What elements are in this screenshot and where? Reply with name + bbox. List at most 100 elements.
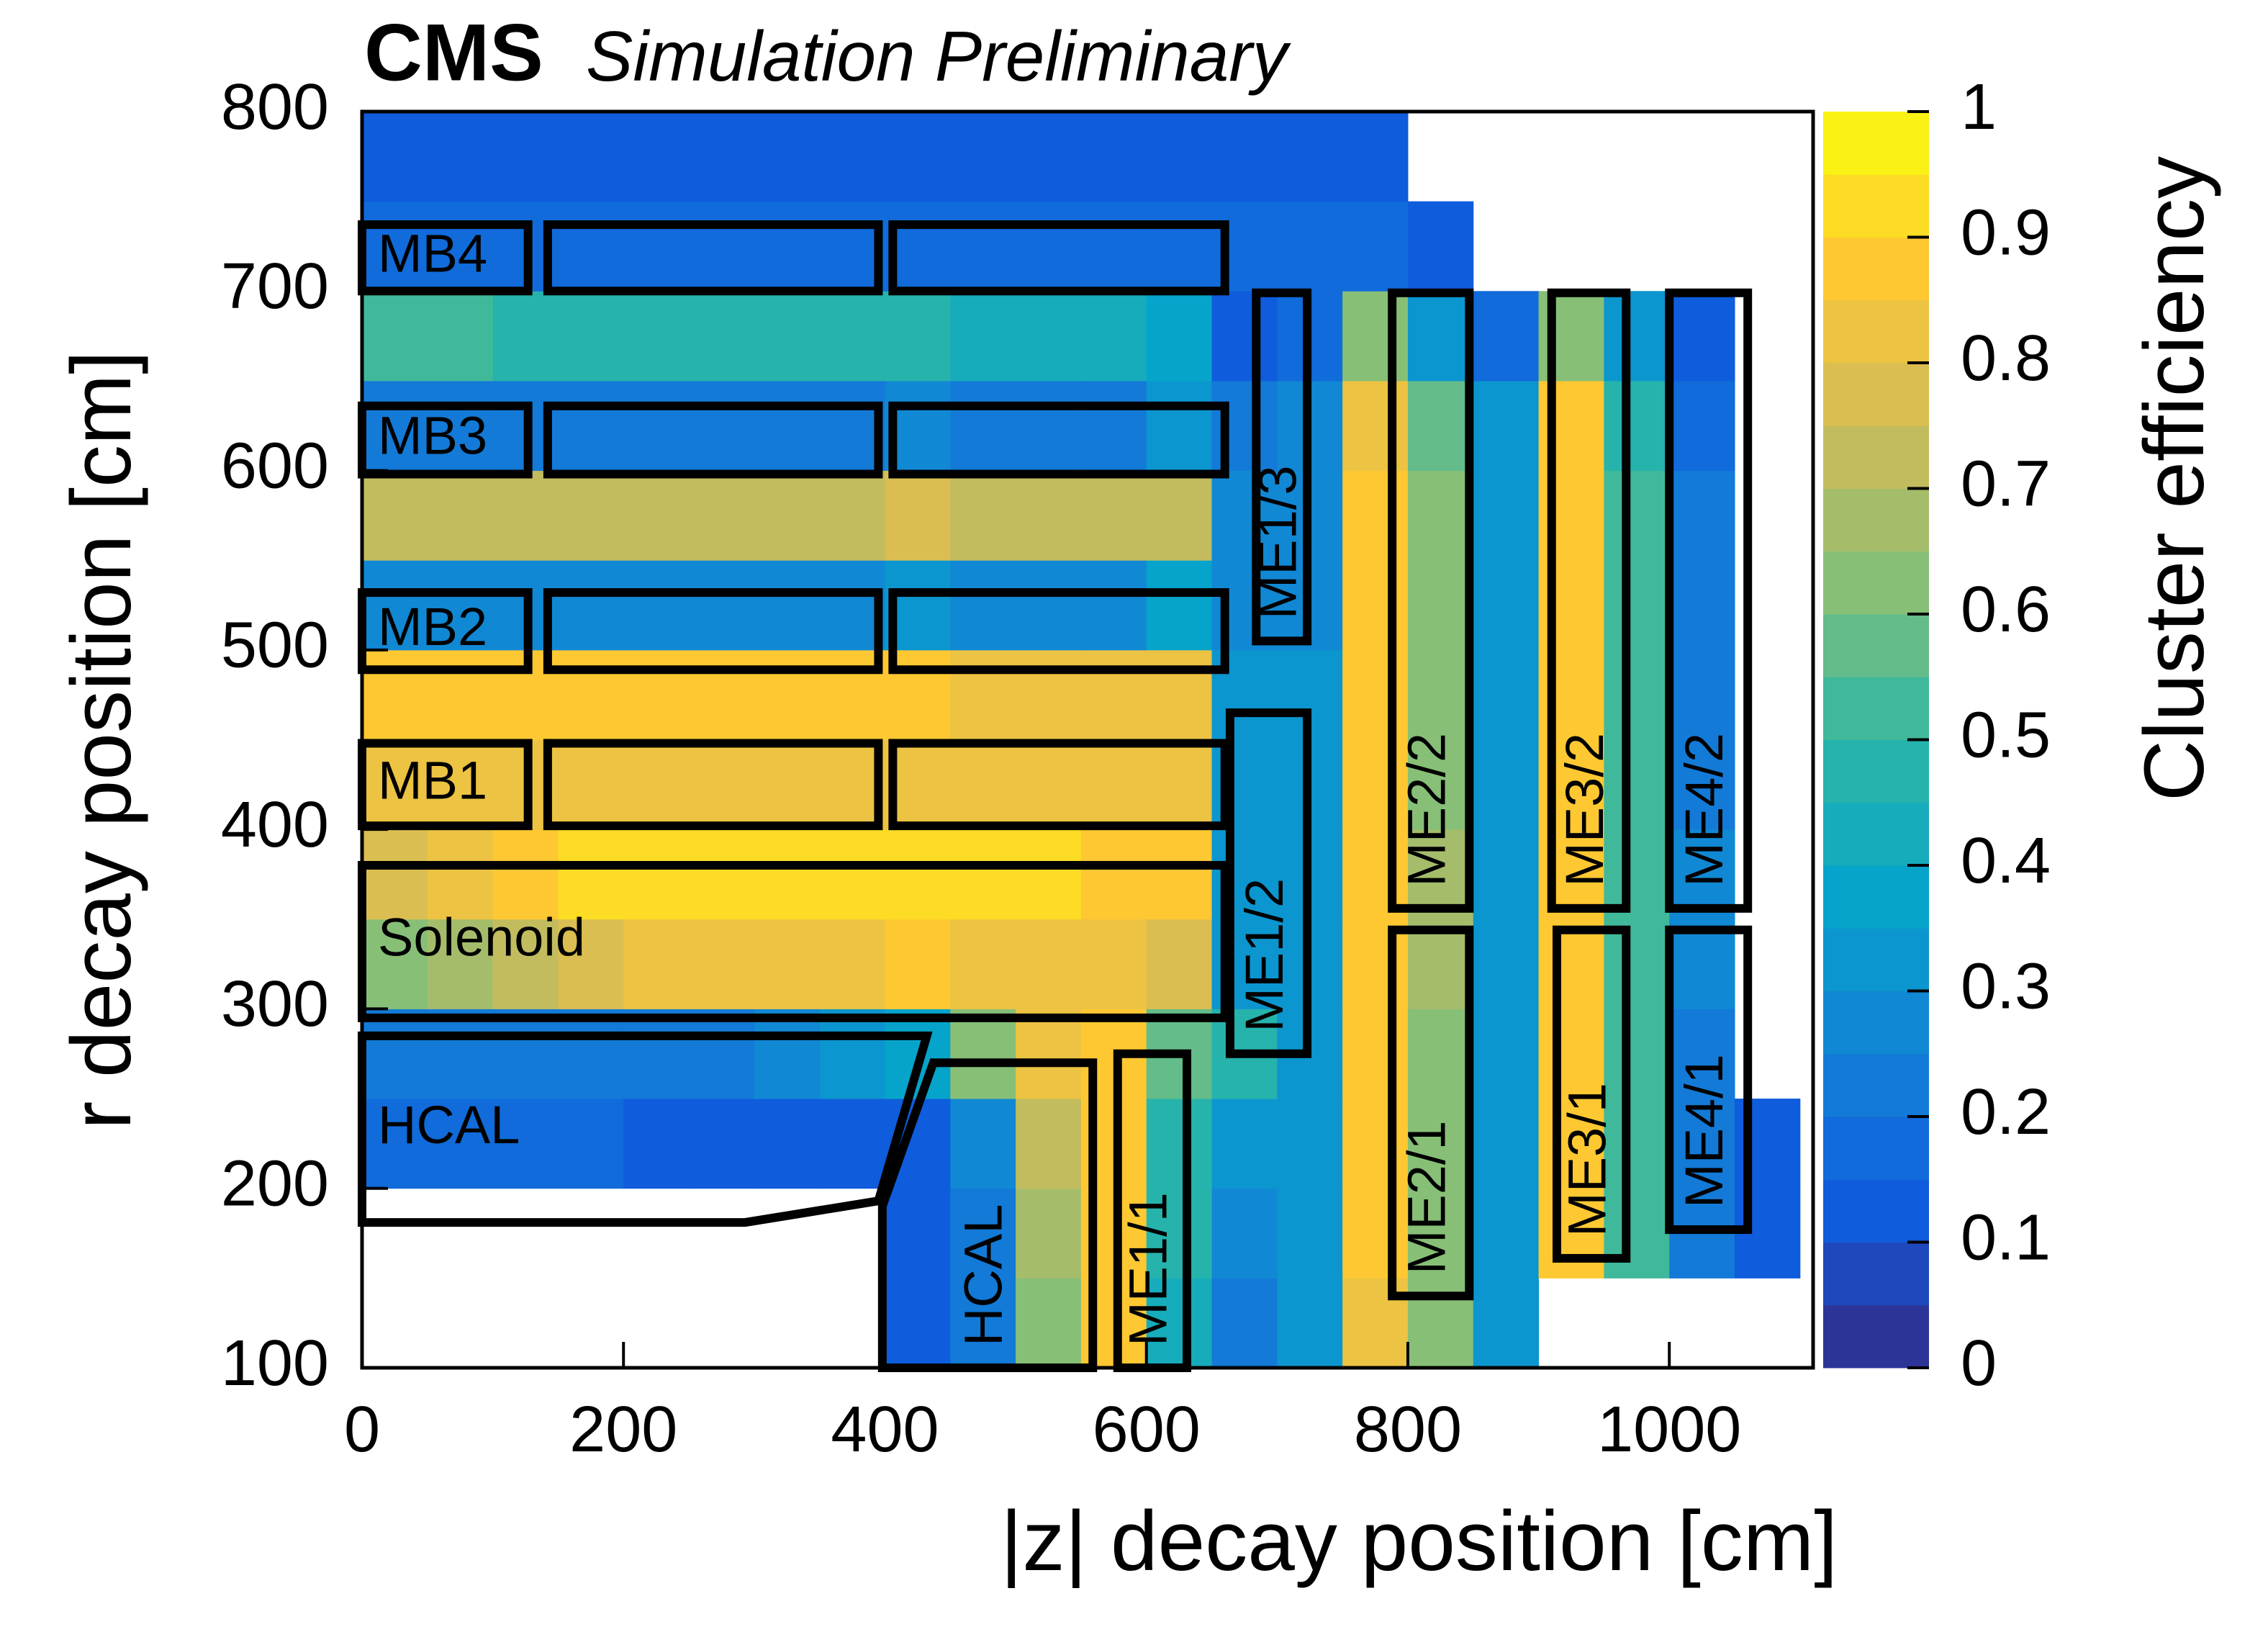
y-tick-label: 700 bbox=[221, 251, 329, 323]
y-tick-label: 800 bbox=[221, 71, 329, 143]
heatmap-cell bbox=[623, 1009, 690, 1099]
detector-box bbox=[1252, 288, 1312, 646]
colorbar-tick-label: 0 bbox=[1961, 1327, 1997, 1399]
detector-box bbox=[358, 401, 533, 479]
heatmap-cell bbox=[492, 112, 559, 202]
heatmap-cell bbox=[1080, 201, 1147, 292]
heatmap-cell bbox=[427, 649, 494, 740]
heatmap-cell bbox=[689, 112, 755, 202]
colorbar-tick-label: 0.3 bbox=[1961, 950, 2051, 1022]
heatmap-cell bbox=[885, 919, 951, 1009]
heatmap-cell bbox=[623, 1099, 690, 1189]
heatmap-cell bbox=[1146, 112, 1213, 202]
heatmap-cell bbox=[427, 739, 494, 830]
heatmap-cell bbox=[1407, 380, 1474, 472]
colorbar-band bbox=[1823, 1053, 1929, 1117]
heatmap-cell bbox=[1473, 829, 1540, 920]
heatmap-cell bbox=[885, 829, 951, 920]
heatmap-cell bbox=[427, 201, 494, 292]
heatmap-cell bbox=[558, 470, 624, 561]
colorbar-band bbox=[1823, 1242, 1929, 1306]
detector-box bbox=[543, 739, 883, 831]
heatmap-cell bbox=[1342, 380, 1409, 472]
heatmap-cell bbox=[1473, 739, 1540, 830]
colorbar-band bbox=[1823, 551, 1929, 615]
x-tick-label: 600 bbox=[1093, 1394, 1201, 1466]
heatmap-cell bbox=[623, 470, 690, 561]
heatmap-cell bbox=[950, 919, 1016, 1009]
heatmap-cell bbox=[1604, 560, 1670, 651]
heatmap-cell bbox=[1473, 1099, 1540, 1189]
heatmap-cell bbox=[1080, 829, 1147, 920]
heatmap-cell bbox=[362, 470, 428, 561]
heatmap-cell bbox=[492, 291, 559, 382]
colorbar-tick-label: 0.6 bbox=[1961, 574, 2051, 646]
region-label: MB1 bbox=[378, 750, 487, 810]
heatmap-cell bbox=[1604, 380, 1670, 472]
colorbar-tick-label: 0.4 bbox=[1961, 825, 2051, 897]
chart-title: CMS bbox=[364, 8, 543, 98]
detector-box bbox=[1665, 288, 1753, 913]
heatmap-cell bbox=[1342, 291, 1409, 382]
heatmap-cell bbox=[623, 560, 690, 651]
heatmap-cell bbox=[558, 291, 624, 382]
heatmap-cell bbox=[492, 919, 559, 1009]
heatmap-cell bbox=[362, 1099, 428, 1189]
heatmap-cell bbox=[1407, 649, 1474, 740]
heatmap-cell bbox=[1407, 1099, 1474, 1189]
heatmap-cell bbox=[1016, 739, 1082, 830]
heatmap-cell bbox=[885, 291, 951, 382]
colorbar-band bbox=[1823, 802, 1929, 866]
heatmap-cell bbox=[950, 649, 1016, 740]
chart-subtitle: Simulation Preliminary bbox=[586, 17, 1291, 96]
heatmap-cell bbox=[1080, 919, 1147, 1009]
detector-box bbox=[543, 220, 883, 296]
heatmap-cell bbox=[1016, 560, 1082, 651]
heatmap-cell bbox=[1473, 380, 1540, 472]
heatmap-cell bbox=[427, 112, 494, 202]
heatmap-cell bbox=[623, 649, 690, 740]
x-tick-label: 0 bbox=[344, 1394, 380, 1466]
heatmap-cell bbox=[950, 560, 1016, 651]
y-tick-label: 400 bbox=[221, 789, 329, 861]
heatmap-cell bbox=[1669, 470, 1735, 561]
heatmap-cell bbox=[1146, 380, 1213, 472]
heatmap-cell bbox=[1342, 1188, 1409, 1279]
heatmap-cell bbox=[1604, 739, 1670, 830]
heatmap-cell bbox=[1342, 739, 1409, 830]
x-axis-label: |z| decay position [cm] bbox=[1000, 1494, 1838, 1589]
heatmap-cell bbox=[558, 112, 624, 202]
heatmap-cell bbox=[754, 829, 821, 920]
heatmap-cell bbox=[1080, 112, 1147, 202]
heatmap-cell bbox=[950, 1188, 1016, 1279]
heatmap-cell bbox=[1146, 649, 1213, 740]
y-tick-label: 600 bbox=[221, 430, 329, 502]
colorbar-band bbox=[1823, 928, 1929, 991]
y-tick-label: 300 bbox=[221, 968, 329, 1040]
region-label: ME4/2 bbox=[1674, 733, 1734, 887]
heatmap-cell bbox=[558, 1099, 624, 1189]
heatmap-cell bbox=[1669, 291, 1735, 382]
heatmap-cell bbox=[1538, 1099, 1604, 1189]
heatmap-cell bbox=[558, 1009, 624, 1099]
heatmap-cell bbox=[1080, 560, 1147, 651]
detector-box bbox=[543, 401, 883, 479]
heatmap-cell bbox=[1538, 1009, 1604, 1099]
heatmap-cell bbox=[362, 112, 428, 202]
heatmap-cells bbox=[362, 112, 1801, 1369]
heatmap-cell bbox=[1342, 112, 1409, 202]
heatmap-cell bbox=[558, 201, 624, 292]
heatmap-cell bbox=[754, 919, 821, 1009]
heatmap-cell bbox=[427, 560, 494, 651]
heatmap-cell bbox=[427, 829, 494, 920]
heatmap-cell bbox=[492, 829, 559, 920]
heatmap-cell bbox=[754, 649, 821, 740]
heatmap-cell bbox=[558, 560, 624, 651]
heatmap-cell bbox=[950, 1278, 1016, 1369]
heatmap-cell bbox=[689, 560, 755, 651]
heatmap-cell bbox=[1146, 1099, 1213, 1189]
colorbar-tick-label: 0.9 bbox=[1961, 197, 2051, 269]
heatmap-cell bbox=[558, 649, 624, 740]
detector-outline bbox=[877, 1058, 1098, 1372]
heatmap-cell bbox=[1016, 470, 1082, 561]
